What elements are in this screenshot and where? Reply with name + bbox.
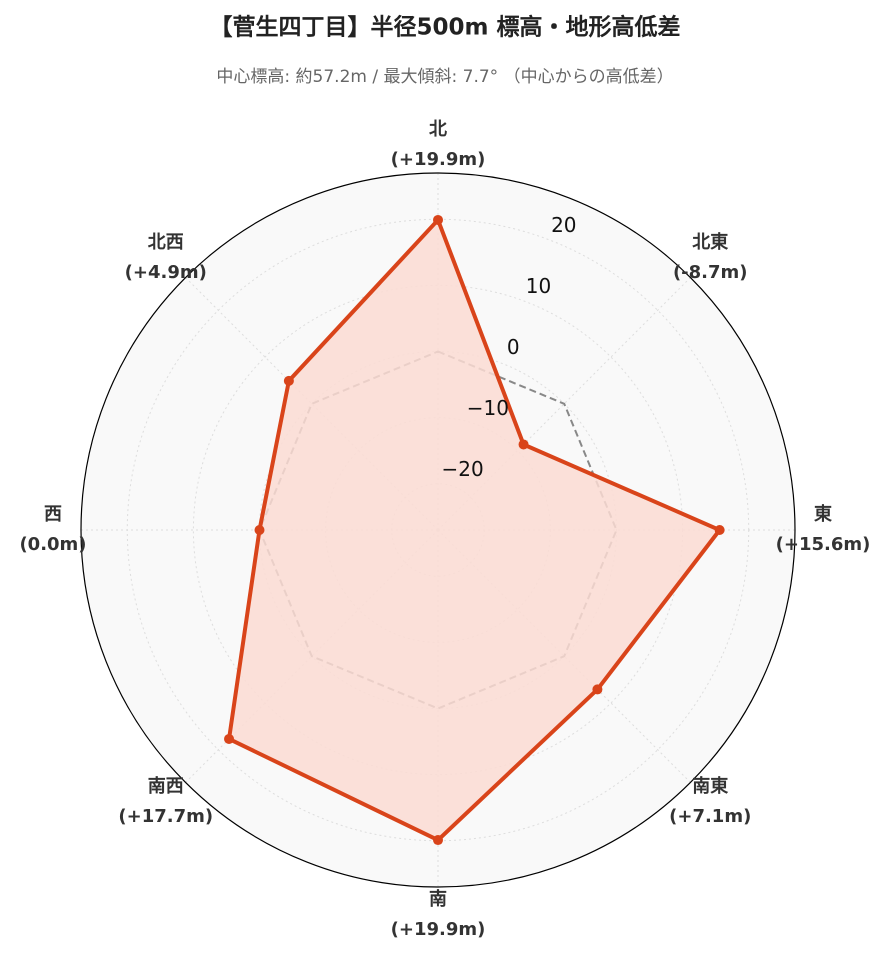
data-point <box>283 375 294 386</box>
value-label: (+19.9m) <box>391 919 486 940</box>
data-point <box>518 439 529 450</box>
r-tick-label: 10 <box>526 274 551 298</box>
reference-line <box>258 350 618 710</box>
r-tick-label: 20 <box>551 213 576 237</box>
value-label: (+17.7m) <box>118 806 213 827</box>
data-point <box>714 525 725 535</box>
category-label: 東 <box>814 503 832 525</box>
chart-title: 【菅生四丁目】半径500m 標高・地形高低差 <box>210 14 681 41</box>
value-label: (0.0m) <box>19 534 86 555</box>
value-label: (-8.7m) <box>673 262 748 283</box>
data-point <box>592 684 603 695</box>
data-point <box>433 835 443 846</box>
data-point <box>254 525 265 535</box>
category-label: 南 <box>429 888 447 910</box>
chart-subtitle: 中心標高: 約57.2m / 最大傾斜: 7.7° （中心からの高低差） <box>216 67 673 87</box>
polar-frame <box>80 172 796 888</box>
value-label: (+19.9m) <box>391 149 486 170</box>
value-label: (+4.9m) <box>125 262 207 283</box>
category-label: 西 <box>44 504 62 525</box>
value-label: (+15.6m) <box>776 534 871 555</box>
category-label: 北東 <box>692 231 728 253</box>
category-label: 北 <box>429 119 447 140</box>
r-tick-label: 0 <box>507 335 520 359</box>
category-label: 南西 <box>148 775 184 797</box>
data-point <box>433 214 443 225</box>
category-label: 南東 <box>692 775 728 797</box>
category-label: 北西 <box>148 232 184 253</box>
r-tick-label: −10 <box>467 396 509 420</box>
data-point <box>224 733 235 744</box>
value-label: (+7.1m) <box>669 806 751 827</box>
r-tick-label: −20 <box>441 457 483 481</box>
